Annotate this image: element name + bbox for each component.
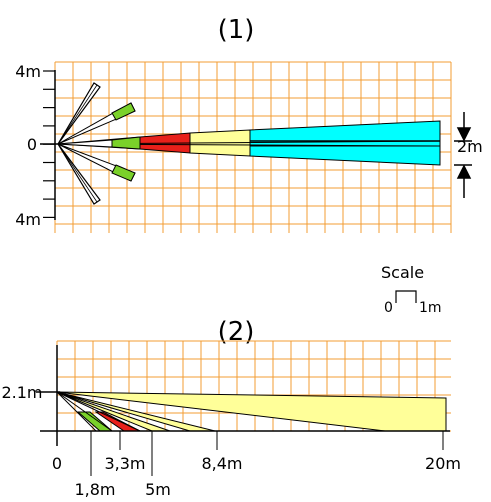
width-dimension (454, 112, 472, 198)
y-zero-label: 0 (27, 135, 37, 154)
y-bottom-label: 4m (15, 210, 41, 229)
scale-title: Scale (381, 263, 424, 282)
cyan-zone (249, 120, 441, 166)
top-view-label: (1) (218, 15, 255, 45)
height-label: 2.1m (1, 383, 42, 402)
scale-bar (395, 290, 417, 303)
side-view-label: (2) (218, 317, 255, 347)
central-fan (57, 136, 441, 150)
x-label-5m: 5m (145, 480, 171, 499)
x-label-20m: 20m (425, 454, 461, 473)
side-view: (2) 2.1m 0 1,8m 3,3m 5m 8,4m 20m (1, 317, 460, 499)
green-beam-upper-tip (111, 102, 136, 121)
green-beam-lower-tip (111, 164, 136, 182)
x-label-1-8m: 1,8m (74, 480, 115, 499)
scale-end-label: 1m (419, 300, 442, 316)
x-label-8-4m: 8,4m (201, 454, 242, 473)
x-label-3-3m: 3,3m (104, 454, 145, 473)
x-label-0: 0 (52, 454, 62, 473)
side-view-x-ticks (90, 431, 444, 476)
width-label: 2m (457, 137, 483, 156)
scale-start-label: 0 (384, 300, 393, 316)
y-top-label: 4m (15, 62, 41, 81)
top-view: (1) 4m 0 (15, 15, 483, 233)
scale-legend: Scale 0 1m (381, 263, 442, 316)
